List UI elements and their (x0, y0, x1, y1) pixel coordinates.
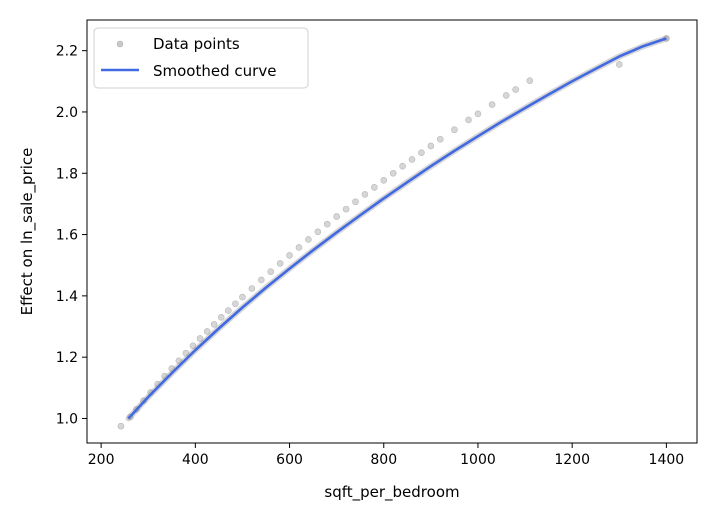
data-point (277, 260, 283, 266)
data-point (225, 308, 231, 314)
data-point (287, 252, 293, 258)
data-point (400, 163, 406, 169)
curve-overlap-band (128, 38, 666, 418)
data-point (451, 127, 457, 133)
data-point (371, 184, 377, 190)
data-point (616, 61, 622, 67)
y-tick-label: 1.4 (56, 289, 78, 305)
x-axis: 200 400 600 800 1000 1200 1400 (88, 443, 684, 468)
x-tick-label: 600 (276, 452, 303, 468)
x-axis-label: sqft_per_bedroom (324, 483, 459, 502)
data-point (268, 269, 274, 275)
legend-marker-data-points (117, 41, 123, 47)
data-point (513, 87, 519, 93)
plot-area (118, 35, 669, 429)
data-point (489, 102, 495, 108)
data-point (305, 236, 311, 242)
x-tick-label: 1400 (649, 452, 685, 468)
y-tick-label: 1.0 (56, 411, 78, 427)
data-point (527, 78, 533, 84)
data-point (418, 150, 424, 156)
smoothed-curve-line (128, 38, 666, 418)
legend: Data points Smoothed curve (94, 28, 308, 88)
y-axis-label: Effect on ln_sale_price (18, 148, 37, 316)
data-point (232, 301, 238, 307)
x-tick-label: 400 (182, 452, 209, 468)
data-point (118, 423, 124, 429)
data-point (315, 229, 321, 235)
y-tick-label: 1.8 (56, 166, 78, 182)
data-point (352, 199, 358, 205)
data-point (390, 170, 396, 176)
x-tick-label: 1000 (460, 452, 496, 468)
data-point (334, 213, 340, 219)
x-tick-label: 800 (370, 452, 397, 468)
y-tick-label: 1.2 (56, 350, 78, 366)
y-axis: 1.0 1.2 1.4 1.6 1.8 2.0 2.2 (56, 44, 87, 428)
x-tick-label: 1200 (554, 452, 590, 468)
data-point (381, 177, 387, 183)
data-point (428, 143, 434, 149)
data-point (343, 206, 349, 212)
x-tick-label: 200 (88, 452, 115, 468)
data-point (362, 191, 368, 197)
data-point (324, 221, 330, 227)
data-point (409, 156, 415, 162)
y-tick-label: 1.6 (56, 228, 78, 244)
data-point (218, 314, 224, 320)
y-tick-label: 2.0 (56, 105, 78, 121)
data-point (258, 277, 264, 283)
data-point (437, 136, 443, 142)
data-point (475, 111, 481, 117)
data-point (296, 244, 302, 250)
data-point (466, 117, 472, 123)
data-point (249, 286, 255, 292)
data-point (211, 321, 217, 327)
data-point (503, 92, 509, 98)
legend-label-data-points: Data points (153, 35, 240, 53)
legend-label-smoothed-curve: Smoothed curve (153, 62, 276, 80)
y-tick-label: 2.2 (56, 44, 78, 60)
data-point (239, 294, 245, 300)
